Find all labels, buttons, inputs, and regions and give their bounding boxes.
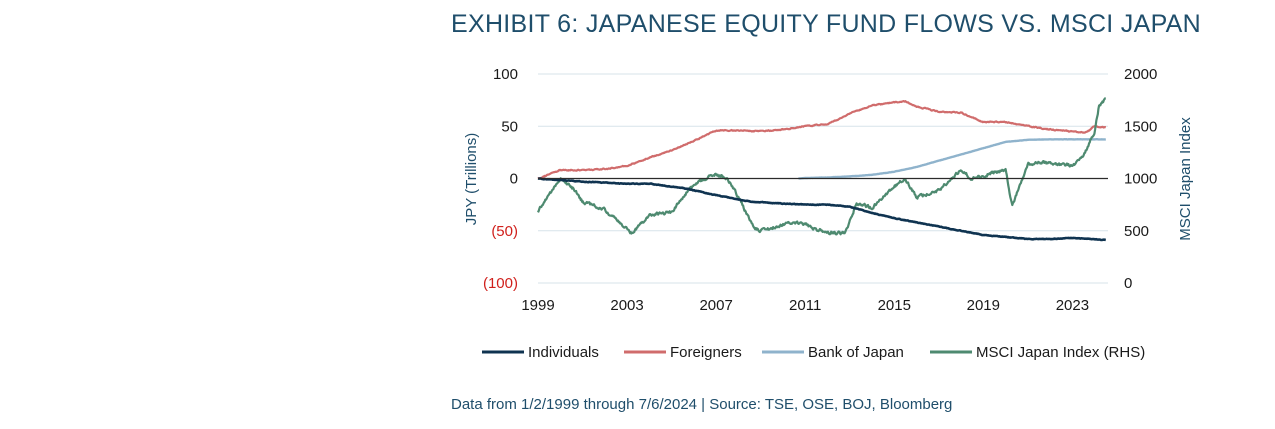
x-axis-ticks: 1999 2003 2007 2011 2015 2019 2023	[521, 297, 1089, 314]
series-line-bank-of-japan	[798, 137, 1107, 180]
y2-tick-label: 0	[1124, 275, 1132, 292]
series-line-individuals	[537, 177, 1107, 242]
source-note: Data from 1/2/1999 through 7/6/2024 | So…	[451, 396, 953, 413]
legend-label: Foreigners	[670, 344, 742, 361]
x-tick-label: 2015	[878, 297, 911, 314]
x-tick-label: 2023	[1056, 297, 1089, 314]
legend: Individuals Foreigners Bank of Japan MSCI J…	[482, 344, 1145, 361]
y-tick-label: 0	[510, 171, 518, 188]
x-tick-label: 1999	[521, 297, 554, 314]
legend-label: Bank of Japan	[808, 344, 904, 361]
right-axis-label: MSCI Japan Index	[1177, 117, 1194, 241]
series-line-msci-japan-index-rhs	[537, 97, 1107, 236]
y2-tick-label: 500	[1124, 223, 1149, 240]
x-tick-label: 2003	[610, 297, 643, 314]
left-axis-ticks: 100 50 0 (50) (100)	[483, 66, 518, 292]
legend-label: Individuals	[528, 344, 599, 361]
x-tick-label: 2011	[789, 297, 821, 314]
x-tick-label: 2019	[967, 297, 1000, 314]
x-tick-label: 2007	[699, 297, 732, 314]
chart-title: EXHIBIT 6: JAPANESE EQUITY FUND FLOWS VS…	[451, 10, 1202, 38]
y2-tick-label: 1000	[1124, 171, 1157, 188]
y2-tick-label: 2000	[1124, 66, 1157, 83]
right-axis-ticks: 2000 1500 1000 500 0	[1124, 66, 1157, 292]
legend-label: MSCI Japan Index (RHS)	[976, 344, 1145, 361]
y2-tick-label: 1500	[1124, 118, 1157, 135]
y-tick-label: (100)	[483, 275, 518, 292]
y-tick-label: 100	[493, 66, 518, 83]
series-lines	[537, 97, 1107, 242]
left-axis-label: JPY (Trillions)	[463, 133, 480, 226]
y-tick-label: (50)	[491, 223, 518, 240]
y-tick-label: 50	[501, 118, 518, 135]
series-line-foreigners	[537, 99, 1107, 180]
